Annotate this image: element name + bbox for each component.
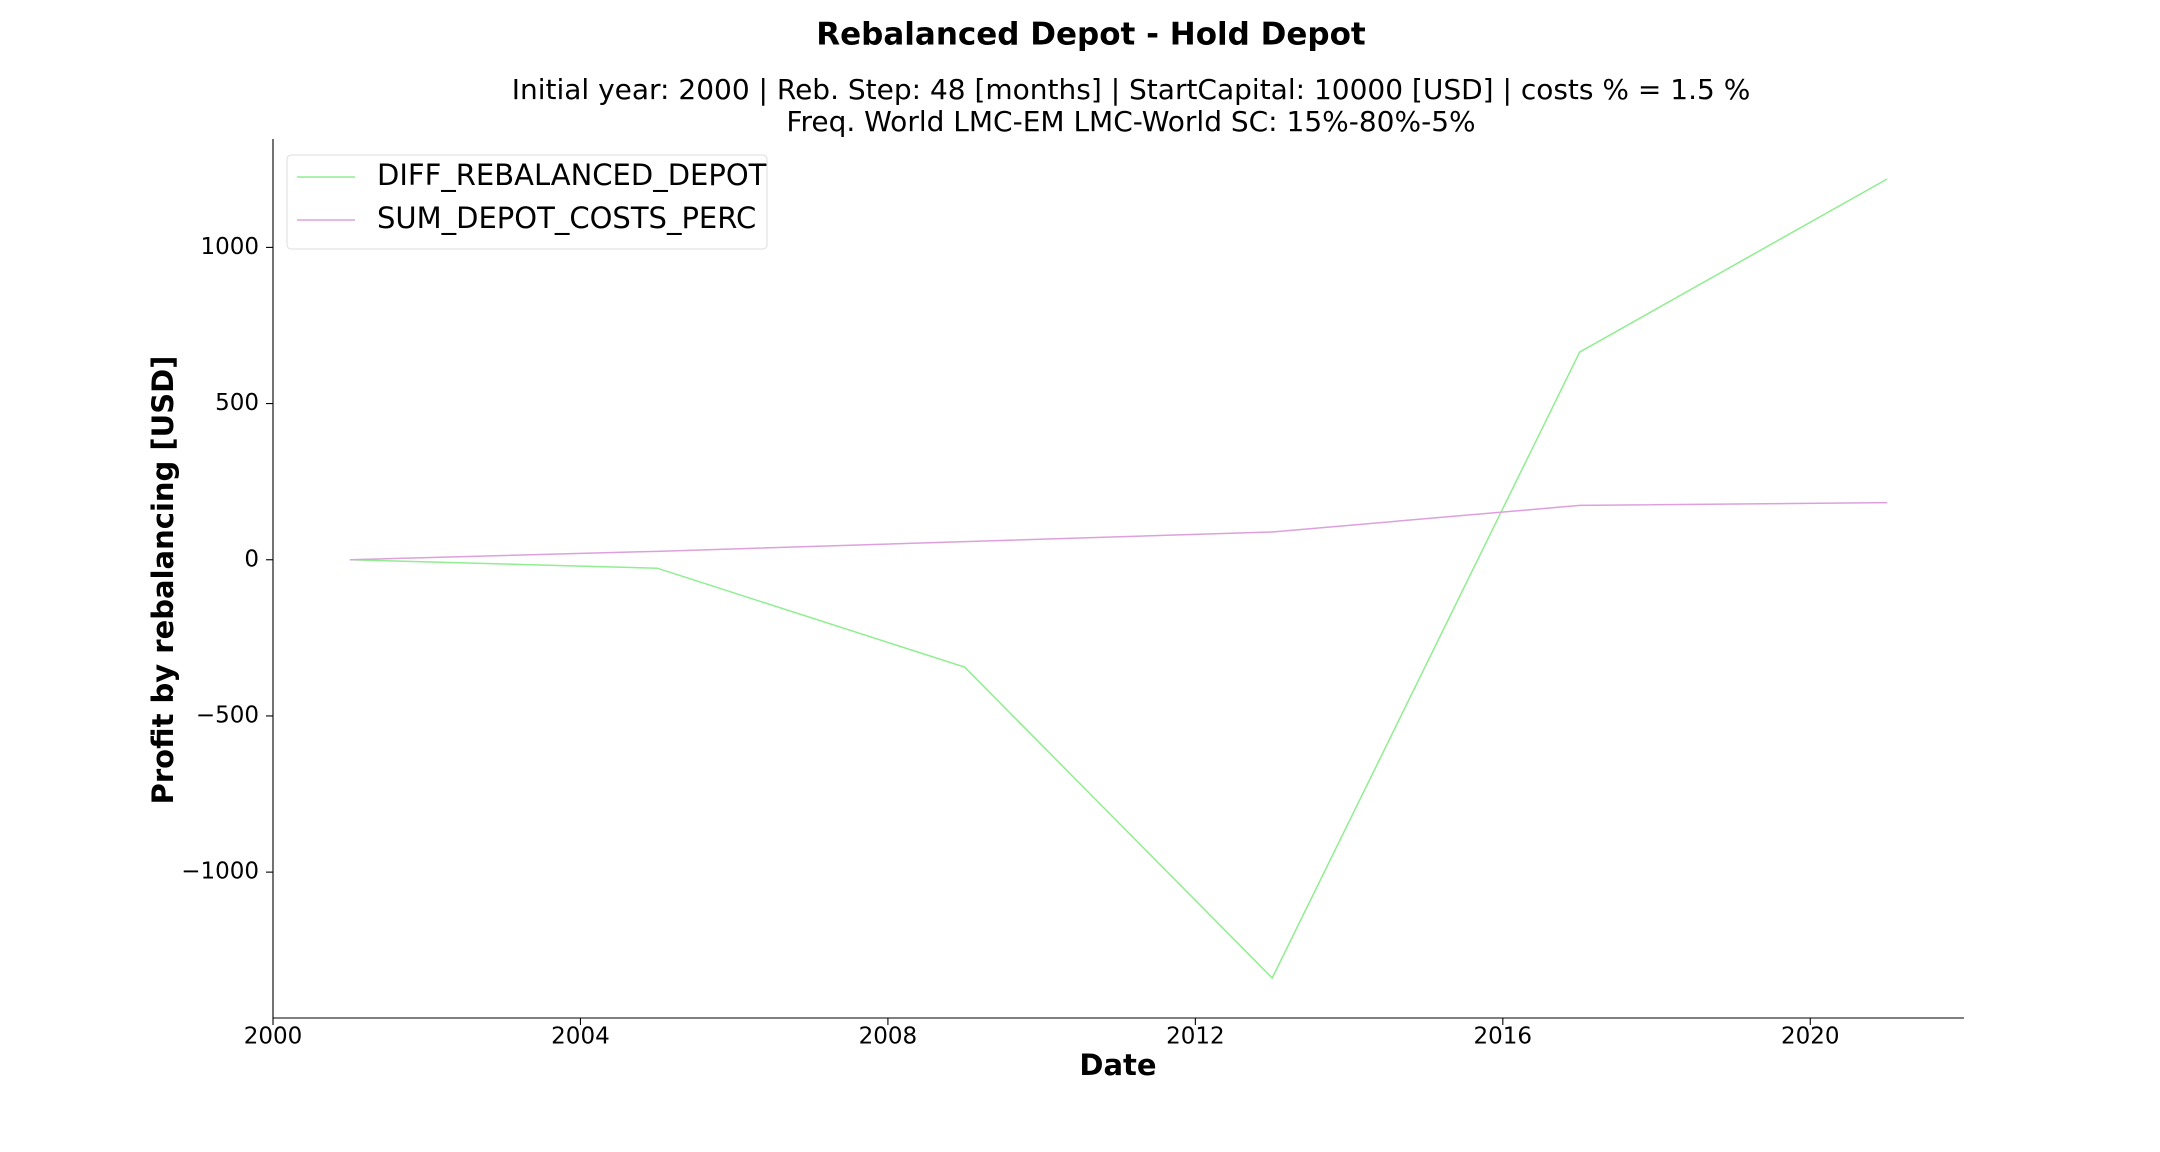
x-axis-label: Date <box>1079 1048 1156 1082</box>
y-axis-label: Profit by rebalancing [USD] <box>146 356 180 805</box>
legend-label: DIFF_REBALANCED_DEPOT <box>377 158 767 192</box>
y-tick-label: 1000 <box>200 234 259 260</box>
x-tick-label: 2020 <box>1781 1024 1840 1050</box>
legend-label: SUM_DEPOT_COSTS_PERC <box>377 201 756 235</box>
y-tick-label: −1000 <box>181 859 259 885</box>
chart-subtitle: Initial year: 2000 | Reb. Step: 48 [mont… <box>512 73 1751 106</box>
chart-title: Rebalanced Depot - Hold Depot <box>816 17 1366 53</box>
data-line <box>349 178 1888 980</box>
y-tick-label: −500 <box>196 702 259 728</box>
y-tick-label: 0 <box>244 546 259 572</box>
legend-box <box>286 154 768 250</box>
x-tick-label: 2004 <box>551 1024 610 1050</box>
x-tick-label: 2012 <box>1166 1024 1225 1050</box>
chart-subtitle: Freq. World LMC-EM LMC-World SC: 15%-80%… <box>786 105 1475 138</box>
data-line <box>349 501 1888 561</box>
y-tick-label: 500 <box>215 390 259 416</box>
x-tick-label: 2000 <box>244 1024 303 1050</box>
x-tick-label: 2008 <box>859 1024 918 1050</box>
x-tick-label: 2016 <box>1474 1024 1533 1050</box>
